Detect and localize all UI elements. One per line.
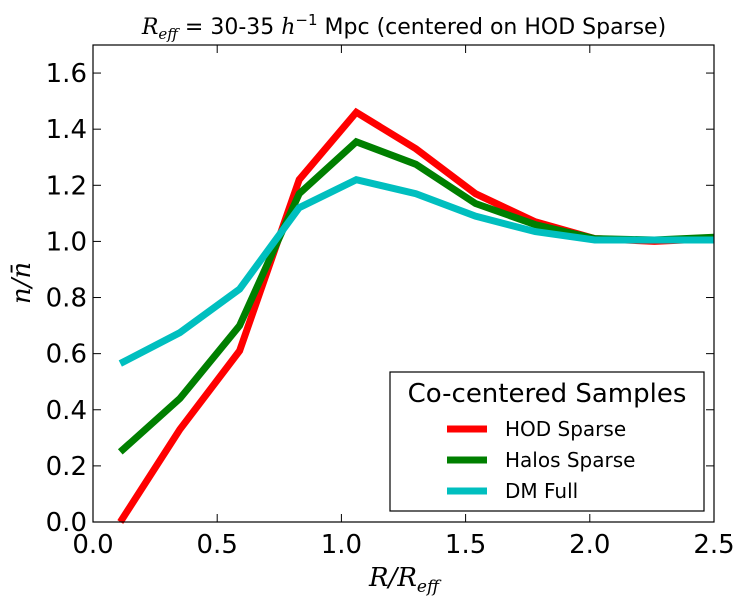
legend-title: Co-centered Samples	[408, 379, 687, 409]
legend-frame	[389, 371, 705, 512]
series-layer	[117, 107, 715, 524]
x-tick-label: 0.5	[197, 530, 238, 560]
plot-frame	[92, 44, 715, 523]
y-tick-label: 1.2	[46, 171, 87, 201]
x-tick-label: 1.5	[445, 530, 486, 560]
y-tick-label: 1.6	[46, 59, 87, 89]
y-tick-label: 1.4	[46, 115, 87, 145]
title-rest: Mpc (centered on HOD Sparse)	[318, 15, 667, 40]
y-tick-label: 0.6	[46, 340, 87, 370]
tick-labels: 0.0 0.5 1.0 1.5 2.0 2.5 0.0 0.2 0.4 0.6 0.8 1.0 1.2 1…	[46, 59, 735, 560]
y-tick-label: 1.0	[46, 227, 87, 257]
legend-entries: HOD Sparse Halos Sparse DM Full	[447, 417, 635, 503]
series-line-dm-full	[118, 176, 714, 367]
legend-label-hod-sparse: HOD Sparse	[505, 417, 626, 441]
x-tick-label: 2.0	[569, 530, 610, 560]
y-tick-label: 0.8	[46, 284, 87, 314]
x-axis-label-main: R/R	[368, 563, 417, 593]
title-math: R	[141, 15, 159, 40]
title-math-sub: eff	[158, 25, 180, 43]
y-axis-label: n/n̄	[7, 262, 37, 304]
y-tick-label: 0.2	[46, 452, 87, 482]
x-tick-label: 0.0	[72, 530, 113, 560]
chart-title: Reff = 30-35 h−1 Mpc (centered on HOD Sp…	[141, 11, 666, 43]
legend-label-dm-full: DM Full	[505, 479, 578, 503]
x-axis-label-sub: eff	[417, 577, 442, 597]
legend: Co-centered Samples HOD Sparse Halos Spar…	[389, 371, 705, 512]
y-tick-label: 0.0	[46, 508, 87, 538]
x-axis-label: R/Reff	[368, 563, 442, 597]
x-tick-label: 2.5	[693, 530, 734, 560]
title-unit-sup: −1	[295, 11, 317, 29]
y-tick-label: 0.4	[46, 396, 87, 426]
title-unit-math: h	[281, 15, 295, 40]
x-tick-label: 1.0	[321, 530, 362, 560]
legend-label-halos-sparse: Halos Sparse	[505, 448, 635, 472]
title-mid: = 30-35	[178, 15, 281, 40]
